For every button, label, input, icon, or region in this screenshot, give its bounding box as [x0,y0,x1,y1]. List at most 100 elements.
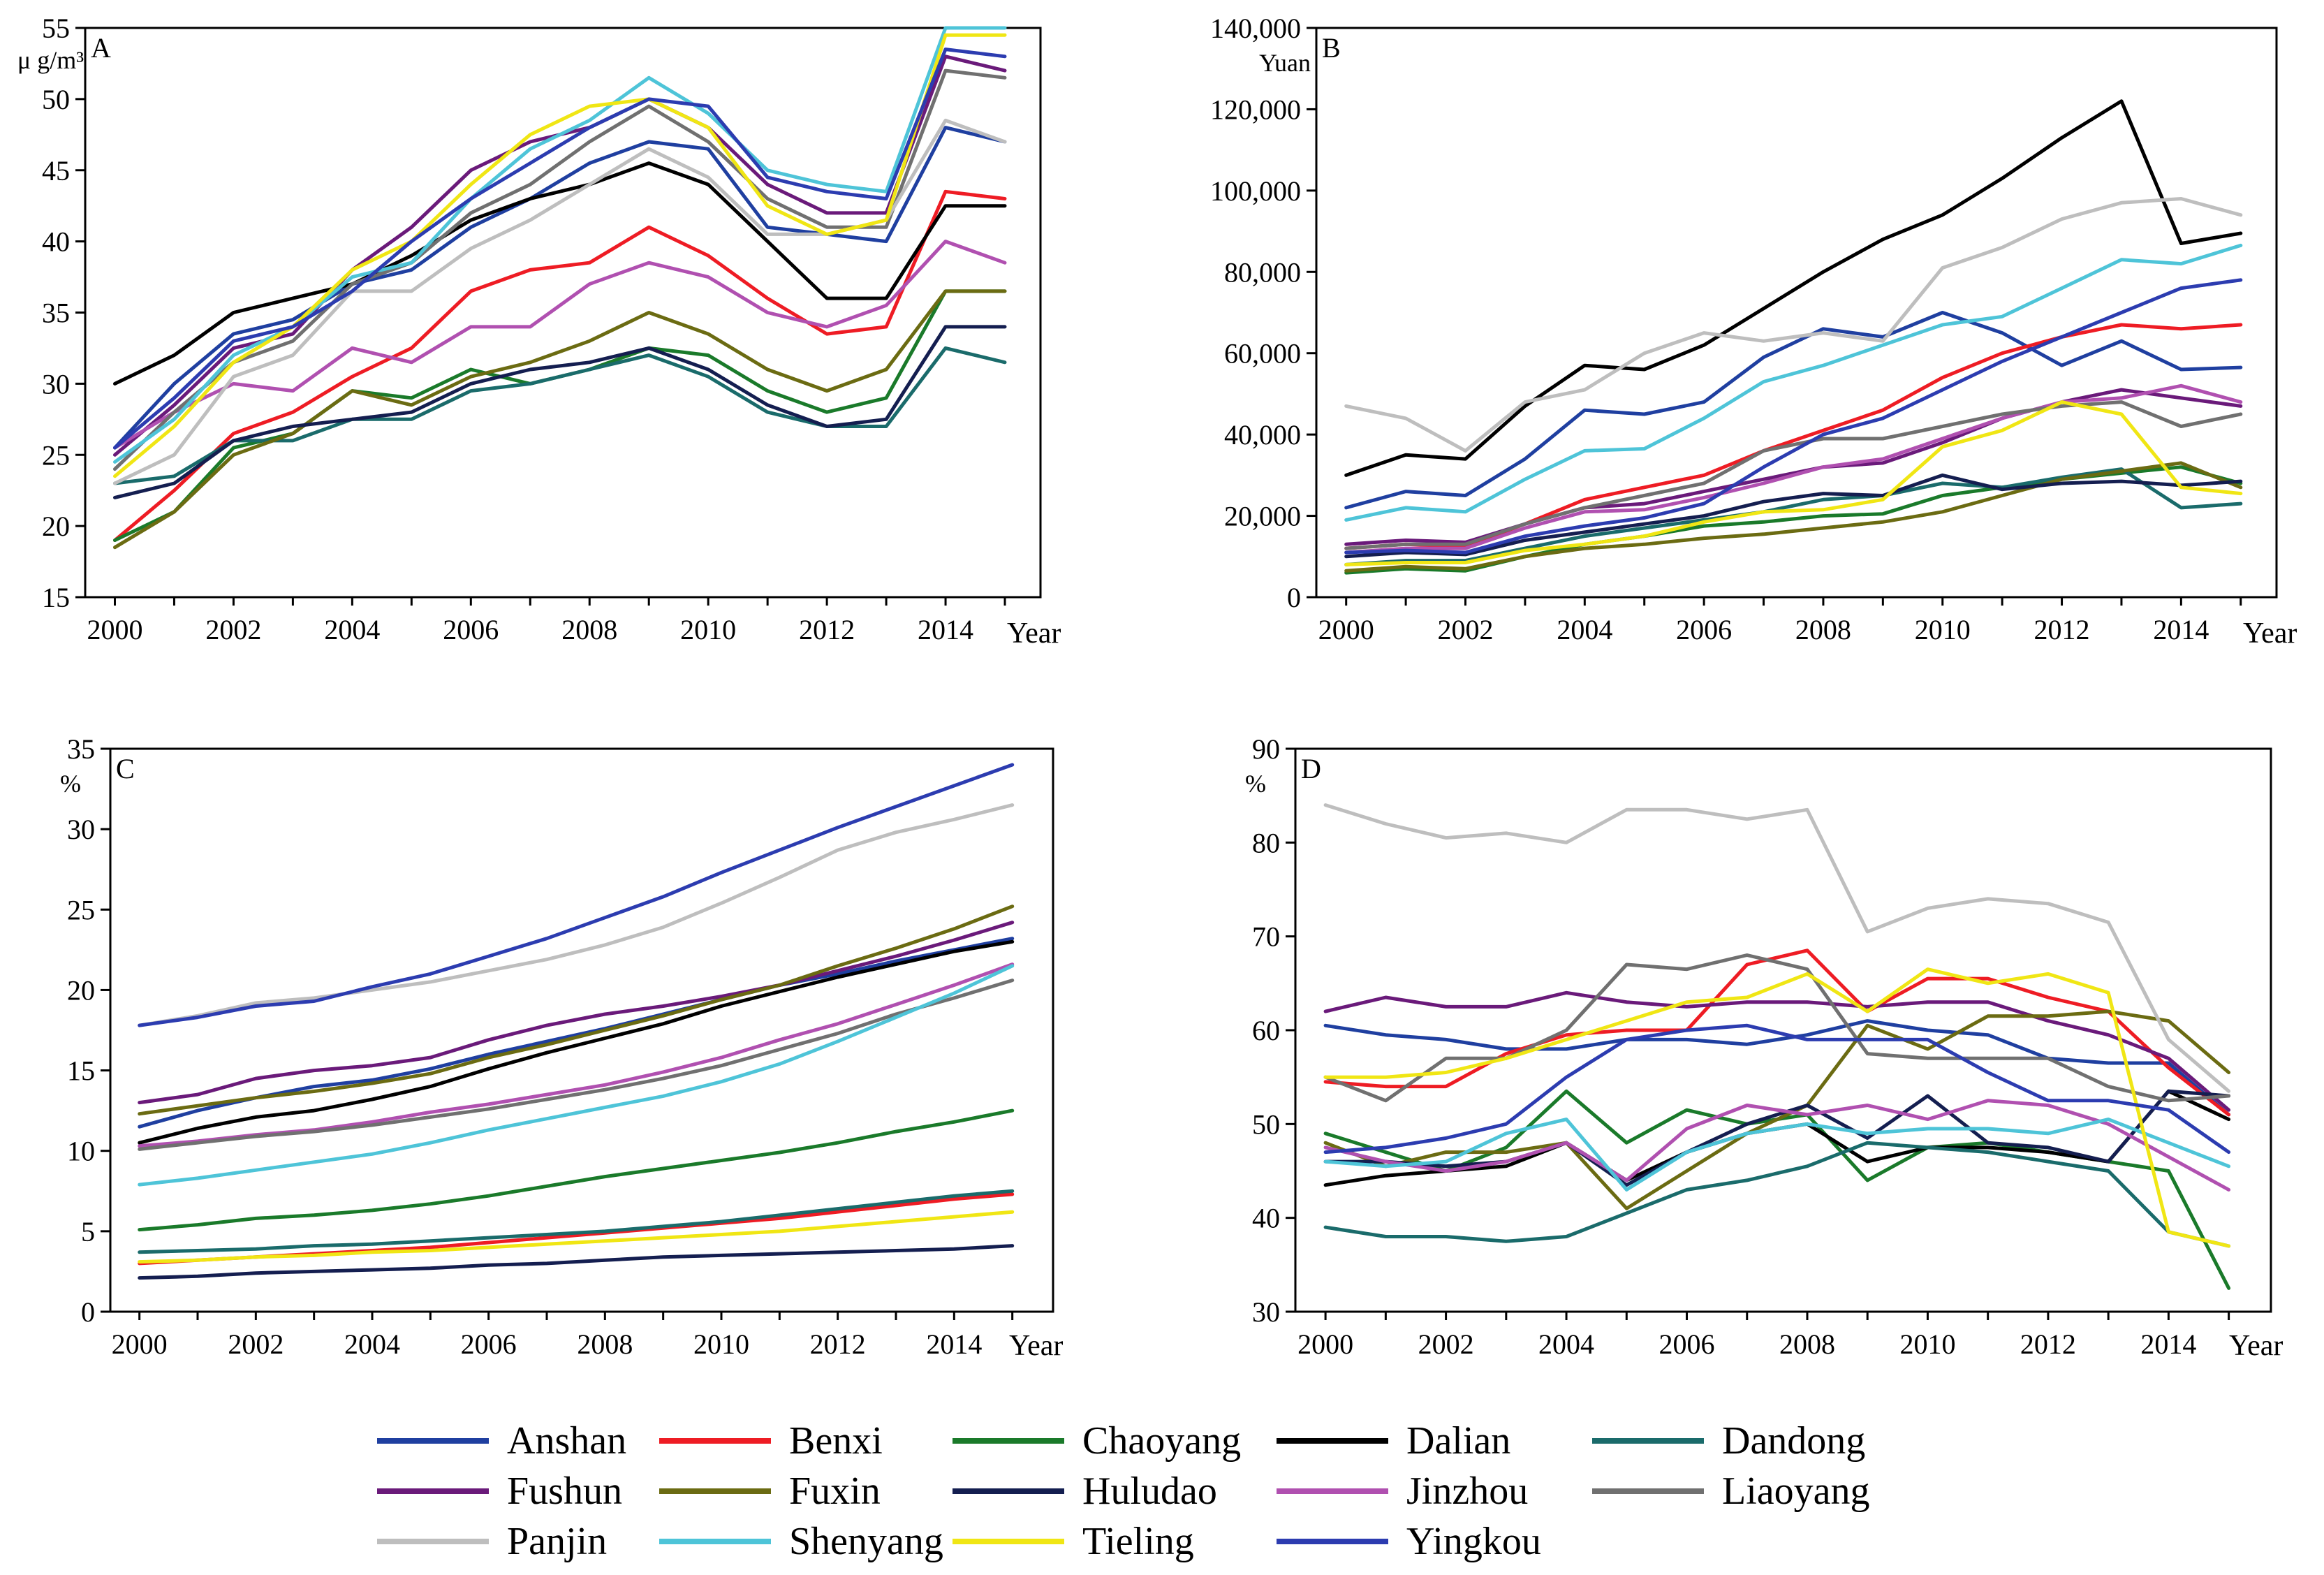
y-tick-label: 80,000 [1224,256,1301,288]
y-tick-label: 30 [1252,1296,1280,1328]
y-tick-label: 60,000 [1224,338,1301,369]
series-line-yingkou [1323,1023,2231,1155]
legend-item-liaoyang: Liaoyang [1592,1468,1869,1514]
x-axis-label: Year [2243,617,2297,650]
y-tick-label: 5 [81,1216,95,1247]
x-tick-label: 2000 [1297,1328,1353,1360]
legend-label: Panjin [507,1520,608,1563]
y-tick-label: 90 [1252,733,1280,765]
legend-swatch [659,1438,771,1444]
plot-frame [1294,747,2272,1313]
x-tick-label: 2004 [344,1328,400,1360]
x-tick-label: 2006 [1676,614,1732,645]
x-tick-label: 2010 [693,1328,749,1360]
series-line-fuxin [113,289,1007,550]
series-line-fushun [1323,990,2231,1112]
legend-swatch [377,1438,489,1444]
legend-item-fuxin: Fuxin [659,1468,881,1514]
series-line-shenyang [1344,243,2243,522]
series-line-jinzhou [1344,383,2243,555]
legend-item-jinzhou: Jinzhou [1277,1468,1528,1514]
y-tick-label: 10 [67,1136,95,1167]
chart-panel-d: 30 40 50 60 70 80 90 2000 2002 2004 2006 2008 2010 20… [1245,733,2283,1362]
y-tick-label: 25 [67,894,95,925]
series-line-fuxin [1323,1009,2231,1210]
series-line-panjin [1323,803,2231,1093]
legend-label: Shenyang [789,1520,943,1563]
series-line-panjin [1344,197,2243,453]
x-tick-label: 2000 [87,614,142,645]
legend-item-huludao: Huludao [953,1468,1217,1514]
y-tick-label: 55 [42,13,70,44]
x-tick-label: 2012 [810,1328,866,1360]
unit-label: Yuan [1259,49,1311,77]
series-line-liaoyang [1344,400,2243,550]
series-line-shenyang [1323,1118,2231,1192]
legend-label: Fuxin [789,1470,881,1513]
series-line-huludao [113,325,1007,499]
legend-label: Dandong [1722,1419,1866,1463]
x-tick-label: 2002 [205,614,261,645]
y-tick-label: 50 [1252,1108,1280,1140]
series-line-anshan [113,126,1007,450]
x-tick-label: 2008 [561,614,617,645]
legend-label: Huludao [1082,1470,1217,1513]
x-tick-label: 2004 [1538,1328,1594,1360]
x-tick-label: 2014 [926,1328,982,1360]
y-tick-label: 0 [81,1296,95,1328]
y-tick-label: 40,000 [1224,419,1301,450]
y-tick-label: 35 [67,733,95,765]
y-tick-label: 15 [67,1055,95,1087]
series-line-tieling [1323,967,2231,1248]
series-line-benxi [113,189,1007,542]
series-line-chaoyang [138,1108,1015,1232]
x-tick-label: 2012 [799,614,855,645]
series-line-panjin [138,803,1015,1027]
unit-label: % [1245,770,1266,798]
series-line-huludao [1344,473,2243,559]
series-line-tieling [1344,400,2243,566]
legend-item-benxi: Benxi [659,1418,883,1464]
series-line-fuxin [138,904,1015,1116]
unit-label: % [60,770,81,798]
x-axis-label: Year [1007,617,1061,650]
legend-item-yingkou: Yingkou [1277,1518,1541,1565]
y-tick-label: 120,000 [1210,94,1301,125]
x-tick-label: 2002 [1438,614,1494,645]
unit-label: μ g/m³ [17,46,84,74]
x-tick-label: 2002 [1418,1328,1474,1360]
x-tick-label: 2008 [1795,614,1851,645]
series-line-shenyang [113,26,1007,464]
x-tick-label: 2014 [918,614,973,645]
x-tick-label: 2004 [1557,614,1612,645]
series-line-fuxin [1344,461,2243,573]
legend-swatch [377,1539,489,1544]
panel-label: C [116,753,135,784]
legend-item-dandong: Dandong [1592,1418,1865,1464]
legend-label: Tieling [1082,1520,1194,1563]
series-line-liaoyang [113,68,1007,471]
legend-swatch [377,1488,489,1494]
series-line-dalian [113,161,1007,386]
y-tick-label: 20,000 [1224,501,1301,532]
series-line-jinzhou [1323,1099,2231,1192]
x-axis-label: Year [2229,1330,2283,1362]
legend-label: Chaoyang [1082,1419,1242,1463]
series-line-fushun [1344,388,2243,546]
legend-item-chaoyang: Chaoyang [953,1418,1241,1464]
legend-label: Dalian [1406,1419,1511,1463]
x-tick-label: 2014 [2140,1328,2196,1360]
chart-panel-c: 0 5 10 15 20 25 30 35 2000 2002 2004 2006 2008 2010 20… [60,733,1063,1362]
legend-label: Benxi [789,1419,883,1463]
legend-swatch [953,1438,1064,1444]
y-tick-label: 0 [1287,582,1301,613]
plot-frame [1315,27,2278,599]
x-tick-label: 2012 [2034,614,2090,645]
legend-swatch [1277,1438,1388,1444]
x-tick-label: 2010 [1899,1328,1955,1360]
legend: Anshan Benxi Chaoyang Dalian Dandong Fushun Fu… [377,1418,1983,1575]
x-tick-label: 2006 [461,1328,517,1360]
legend-label: Fushun [507,1470,622,1513]
plot-frame [84,27,1042,599]
